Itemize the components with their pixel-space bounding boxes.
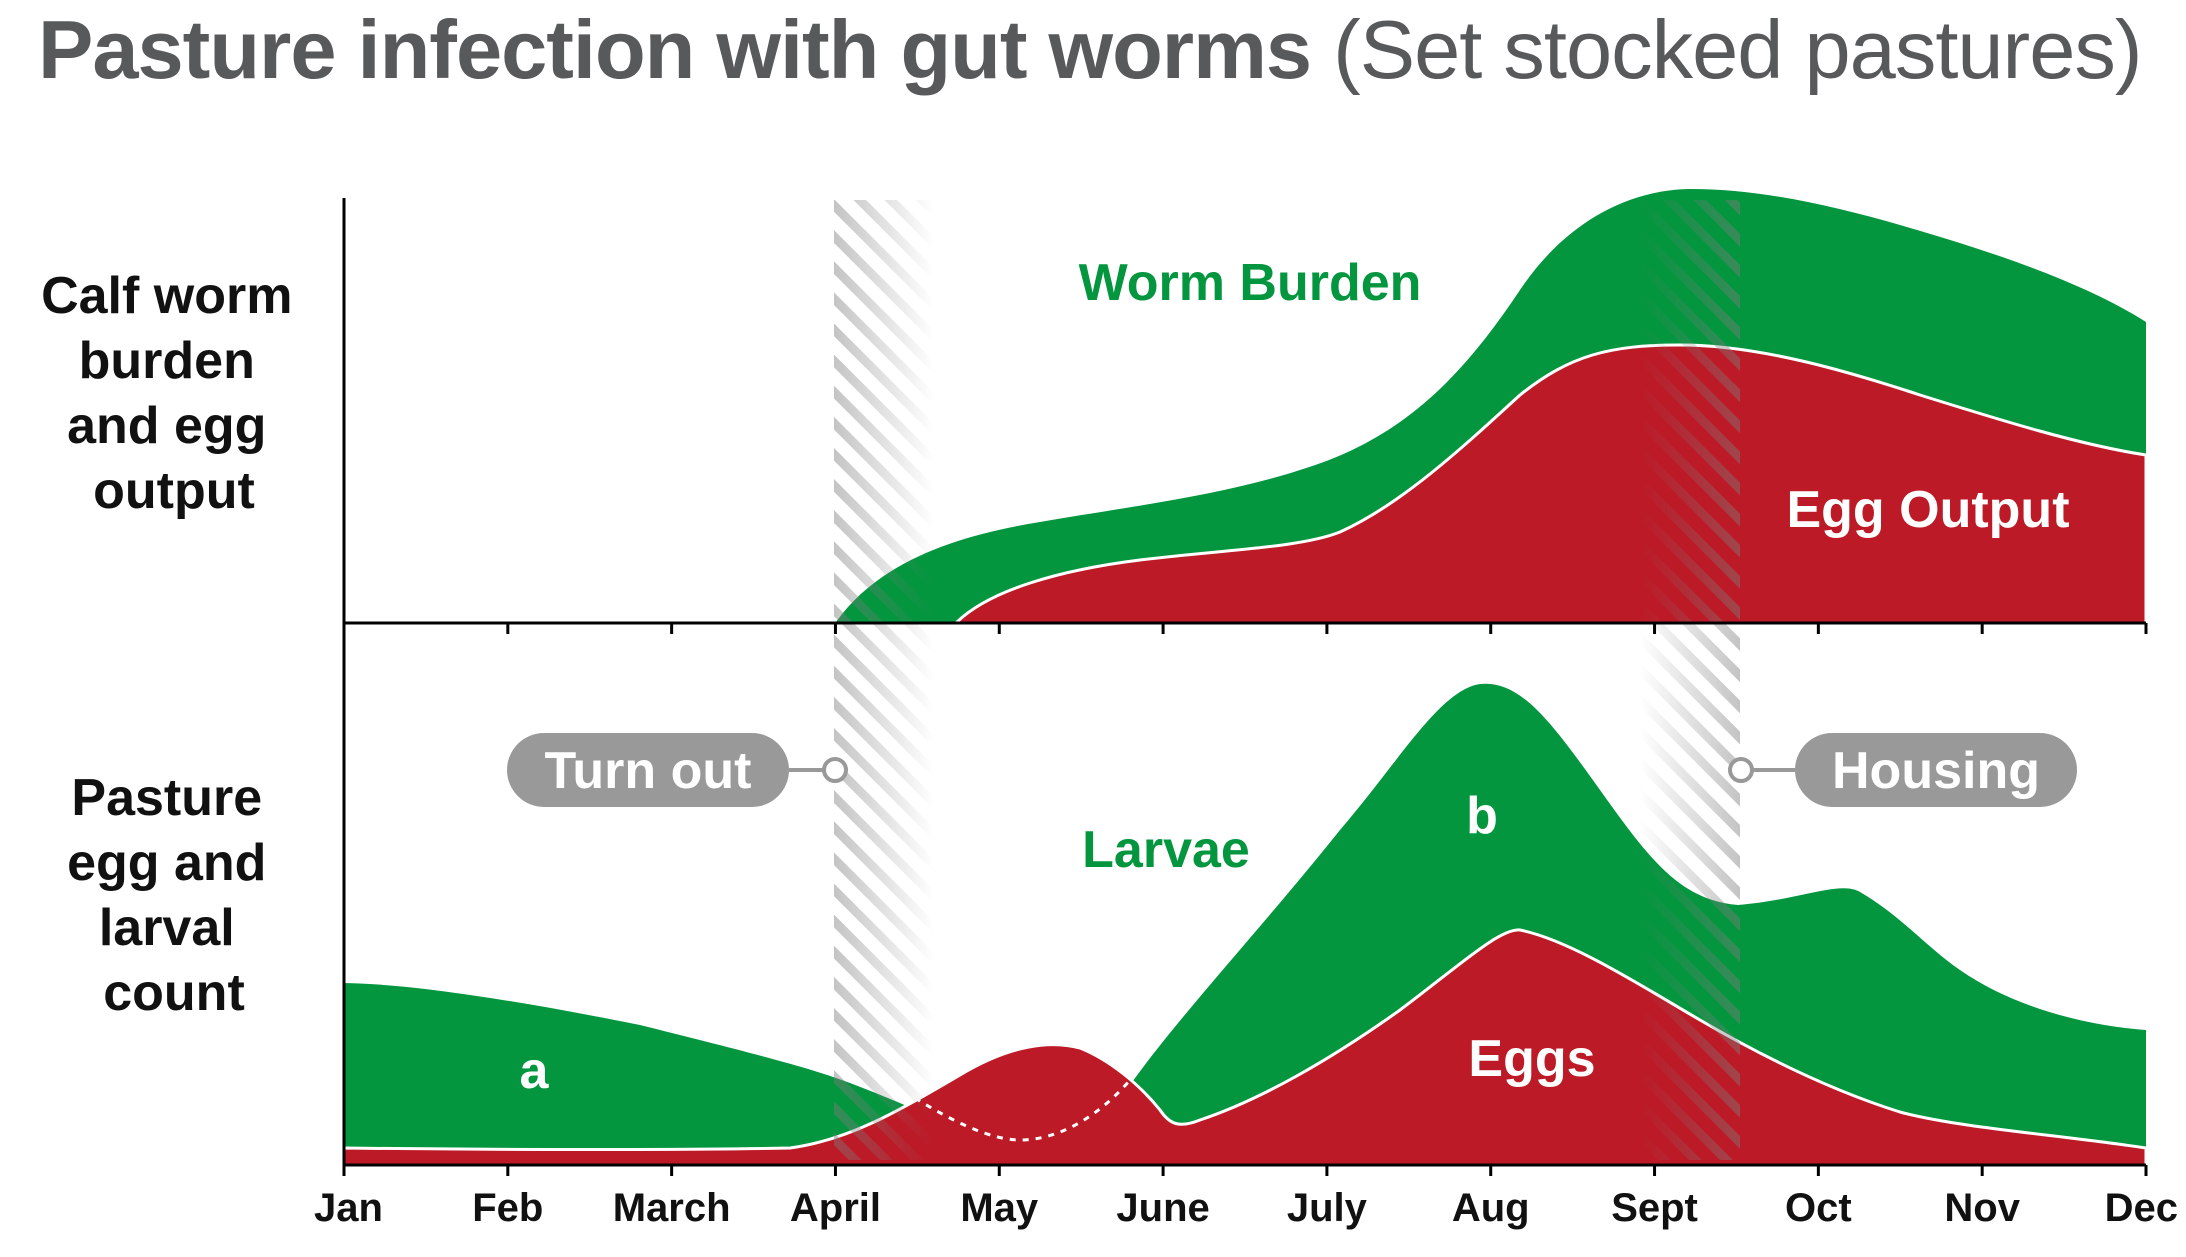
top-ylabel-line: Calf worm [41,267,292,325]
turn-out-band [834,200,934,1165]
x-tick-label: July [1287,1186,1368,1230]
housing-text: Housing [1832,742,2040,800]
x-tick-label: April [790,1186,881,1230]
turn-out-marker [822,757,848,783]
x-tick-label: May [960,1186,1039,1230]
top-ylabel-line: output [93,462,255,520]
turn-out-callout: Turn out [507,733,848,807]
x-tick-label: Jan [314,1186,383,1230]
egg-output-area [955,343,2148,626]
x-tick-label: Dec [2105,1186,2178,1230]
top-ylabel: Calf worm burden and egg output [41,267,307,520]
x-tick-label: Oct [1785,1186,1852,1230]
turn-out-pill [507,733,789,807]
turn-out-text: Turn out [545,742,752,800]
x-tick-label: Feb [472,1186,543,1230]
chart-title: Pasture infection with gut worms (Set st… [38,2,2143,98]
housing-callout: Housing [1728,733,2077,807]
x-tick-label: Aug [1452,1186,1530,1230]
housing-marker [1728,757,1754,783]
larvae-label: Larvae [1082,821,1250,879]
worm-burden-label: Worm Burden [1079,254,1422,312]
annotation-a: a [520,1042,550,1100]
bottom-ylabel-line: egg and [67,834,266,892]
month-label-group: Jan Feb March April May June July Aug Sept Oct Nov… [314,1186,2178,1230]
top-ylabel-line: and egg [67,397,266,455]
larvae-hidden-line [914,1079,1132,1142]
bottom-ylabel: Pasture egg and larval count [67,769,281,1022]
chart-title-main: Pasture infection with gut worms [38,3,1312,96]
eggs-label: Eggs [1468,1030,1595,1088]
x-tick-label: June [1116,1186,1209,1230]
housing-pill [1795,733,2077,807]
x-tick-label: Sept [1611,1186,1698,1230]
x-tick-label: March [613,1186,731,1230]
chart-title-sub: (Set stocked pastures) [1333,3,2142,96]
housing-band [1640,200,1740,1165]
top-ylabel-line: burden [79,332,255,390]
bottom-ylabel-line: larval [99,899,235,957]
tick-group [342,623,2148,1176]
annotation-b: b [1466,787,1498,845]
bottom-ylabel-line: count [103,964,245,1022]
egg-output-label: Egg Output [1786,481,2069,539]
bottom-ylabel-line: Pasture [71,769,262,827]
x-tick-label: Nov [1944,1186,2020,1230]
